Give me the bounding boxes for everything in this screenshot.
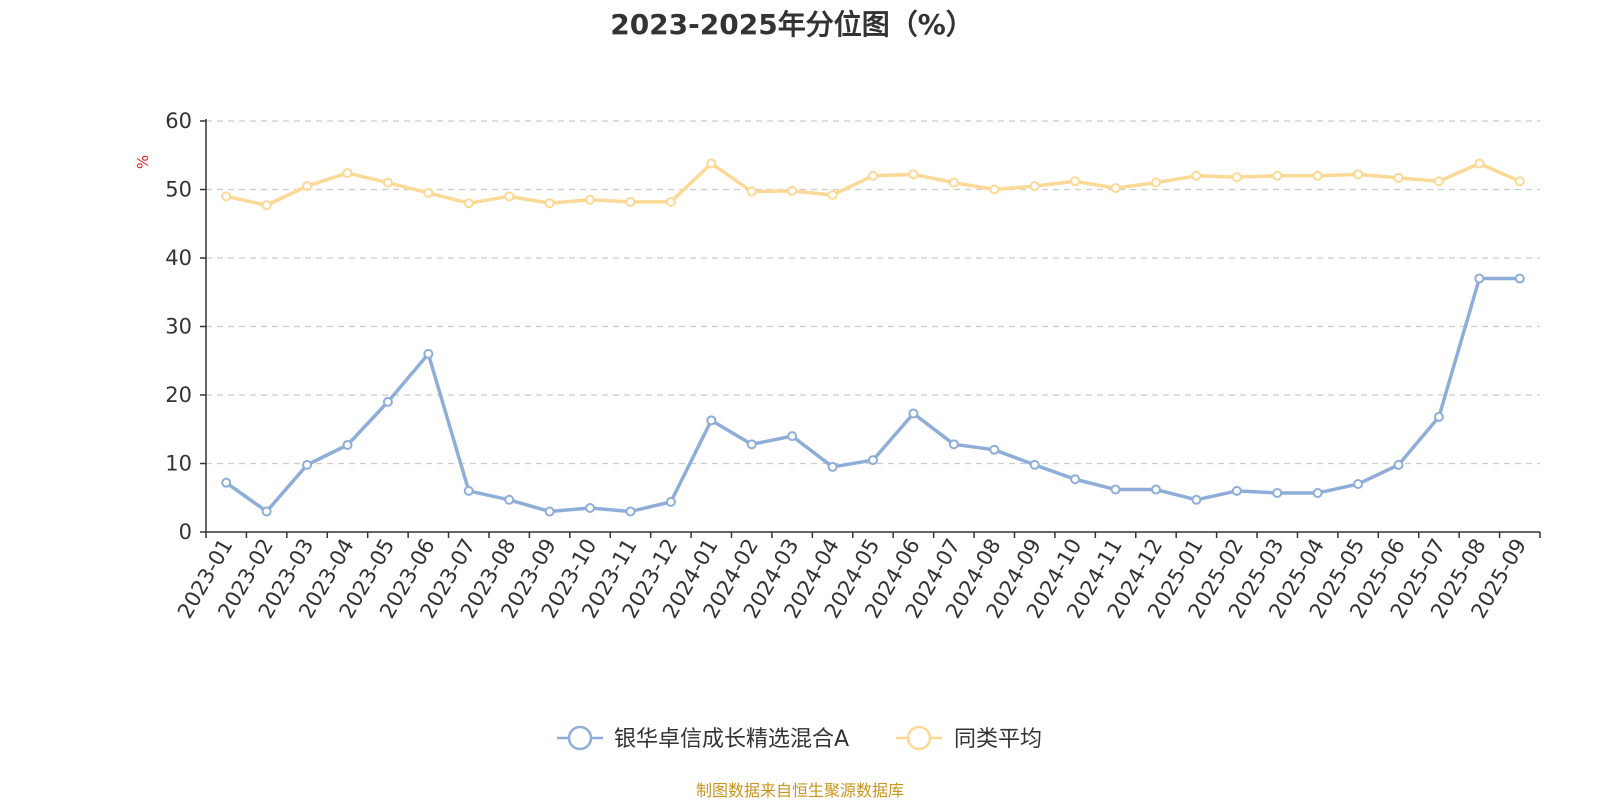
data-point <box>665 496 676 507</box>
data-point <box>746 439 757 450</box>
data-point <box>382 396 393 407</box>
data-point <box>342 440 353 451</box>
data-point <box>1393 172 1404 183</box>
series-1 <box>221 273 1525 517</box>
data-point <box>787 185 798 196</box>
data-point <box>1433 411 1444 422</box>
data-point <box>1029 459 1040 470</box>
legend[interactable]: 银华卓信成长精选混合A 同类平均 <box>557 725 1042 752</box>
data-point <box>221 477 232 488</box>
data-point <box>625 506 636 517</box>
data-point <box>463 198 474 209</box>
data-point <box>221 191 232 202</box>
data-point <box>504 191 515 202</box>
data-point <box>1312 170 1323 181</box>
data-point <box>1070 474 1081 485</box>
data-point <box>948 439 959 450</box>
data-point <box>544 506 555 517</box>
data-point <box>787 431 798 442</box>
series-2 <box>221 158 1525 211</box>
y-tick-label: 60 <box>165 109 192 133</box>
data-point <box>1150 177 1161 188</box>
legend-marker <box>567 725 593 751</box>
y-tick-label: 40 <box>165 246 192 270</box>
data-point <box>261 200 272 211</box>
data-point <box>706 158 717 169</box>
data-point <box>1312 487 1323 498</box>
data-point <box>1474 158 1485 169</box>
y-tick-label: 0 <box>179 520 192 544</box>
data-source-note: 制图数据来自恒生聚源数据库 <box>696 781 904 800</box>
data-point <box>585 194 596 205</box>
data-point <box>625 196 636 207</box>
data-point <box>261 506 272 517</box>
data-point <box>1272 487 1283 498</box>
data-point <box>1514 273 1525 284</box>
data-point <box>1231 485 1242 496</box>
data-point <box>463 485 474 496</box>
data-point <box>706 415 717 426</box>
y-tick-label: 50 <box>165 178 192 202</box>
data-point <box>948 177 959 188</box>
data-point <box>868 455 878 466</box>
data-point <box>342 168 353 179</box>
legend-marker <box>906 725 932 751</box>
data-point <box>1110 183 1121 194</box>
data-point <box>908 169 919 180</box>
data-point <box>1029 181 1040 192</box>
axes: 0102030405060%2023-012023-022023-032023-… <box>134 109 1541 622</box>
data-point <box>1272 170 1283 181</box>
data-point <box>1353 169 1364 180</box>
data-point <box>868 170 878 181</box>
data-point <box>1433 176 1444 187</box>
data-point <box>827 189 838 200</box>
data-point <box>1393 459 1404 470</box>
data-point <box>423 187 434 198</box>
data-point <box>302 459 313 470</box>
data-point <box>423 348 434 359</box>
data-point <box>585 503 596 514</box>
data-point <box>827 461 838 472</box>
data-point <box>1191 170 1202 181</box>
data-point <box>1150 484 1161 495</box>
data-point <box>302 181 313 192</box>
y-tick-label: 30 <box>165 315 192 339</box>
legend-item-1[interactable]: 银华卓信成长精选混合A <box>557 725 849 752</box>
data-point <box>1110 484 1121 495</box>
data-point <box>989 184 1000 195</box>
y-axis-label: % <box>134 155 152 169</box>
series-lines <box>221 158 1525 517</box>
series-line <box>224 161 1522 207</box>
chart-title: 2023-2025年分位图（%） <box>610 8 974 41</box>
y-tick-label: 10 <box>165 452 192 476</box>
legend-label: 银华卓信成长精选混合A <box>614 727 849 752</box>
data-point <box>908 408 919 419</box>
grid-lines <box>206 120 1540 465</box>
y-tick-label: 20 <box>165 383 192 407</box>
data-point <box>1231 172 1242 183</box>
data-point <box>1191 494 1202 505</box>
legend-item-2[interactable]: 同类平均 <box>896 725 1042 752</box>
data-point <box>1514 176 1525 187</box>
data-point <box>1474 273 1485 284</box>
data-point <box>1070 176 1081 187</box>
legend-label: 同类平均 <box>954 727 1042 752</box>
data-point <box>504 494 515 505</box>
data-point <box>544 198 555 209</box>
data-point <box>665 196 676 207</box>
data-point <box>746 186 757 197</box>
data-point <box>382 177 393 188</box>
data-point <box>989 444 1000 455</box>
data-point <box>1353 479 1364 490</box>
